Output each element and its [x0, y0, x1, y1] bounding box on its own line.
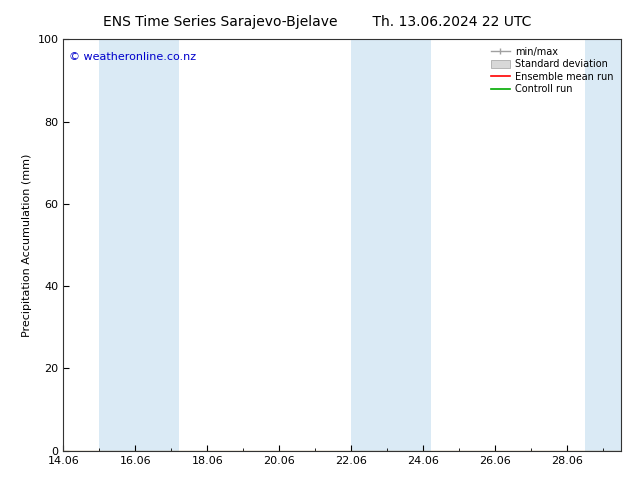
Bar [100, 39, 153, 451]
Bar [153, 39, 179, 451]
Legend: min/max, Standard deviation, Ensemble mean run, Controll run: min/max, Standard deviation, Ensemble me… [488, 44, 616, 97]
Bar [585, 39, 621, 451]
Y-axis label: Precipitation Accumulation (mm): Precipitation Accumulation (mm) [22, 153, 32, 337]
Text: © weatheronline.co.nz: © weatheronline.co.nz [69, 51, 196, 62]
Bar [351, 39, 387, 451]
Text: ENS Time Series Sarajevo-Bjelave        Th. 13.06.2024 22 UTC: ENS Time Series Sarajevo-Bjelave Th. 13.… [103, 15, 531, 29]
Bar [387, 39, 430, 451]
